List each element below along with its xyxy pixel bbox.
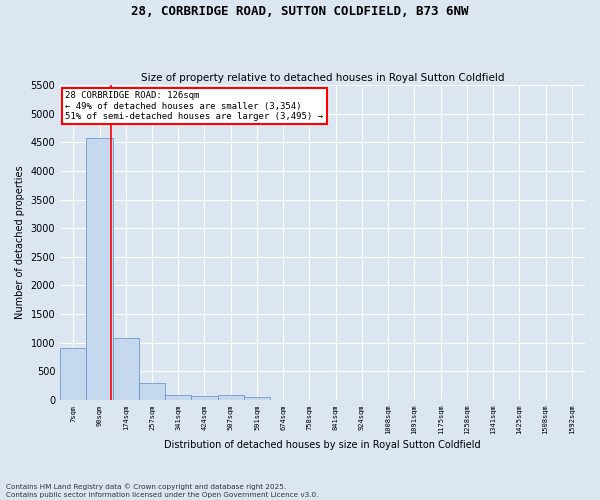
Bar xyxy=(218,396,244,400)
Title: Size of property relative to detached houses in Royal Sutton Coldfield: Size of property relative to detached ho… xyxy=(141,73,505,83)
Bar xyxy=(60,348,86,400)
Bar xyxy=(113,338,139,400)
Y-axis label: Number of detached properties: Number of detached properties xyxy=(15,166,25,320)
X-axis label: Distribution of detached houses by size in Royal Sutton Coldfield: Distribution of detached houses by size … xyxy=(164,440,481,450)
Bar xyxy=(139,383,165,400)
Bar xyxy=(191,396,218,400)
Text: 28 CORBRIDGE ROAD: 126sqm
← 49% of detached houses are smaller (3,354)
51% of se: 28 CORBRIDGE ROAD: 126sqm ← 49% of detac… xyxy=(65,92,323,122)
Text: 28, CORBRIDGE ROAD, SUTTON COLDFIELD, B73 6NW: 28, CORBRIDGE ROAD, SUTTON COLDFIELD, B7… xyxy=(131,5,469,18)
Bar xyxy=(244,397,270,400)
Bar xyxy=(165,396,191,400)
Text: Contains HM Land Registry data © Crown copyright and database right 2025.
Contai: Contains HM Land Registry data © Crown c… xyxy=(6,484,319,498)
Bar xyxy=(86,138,113,400)
